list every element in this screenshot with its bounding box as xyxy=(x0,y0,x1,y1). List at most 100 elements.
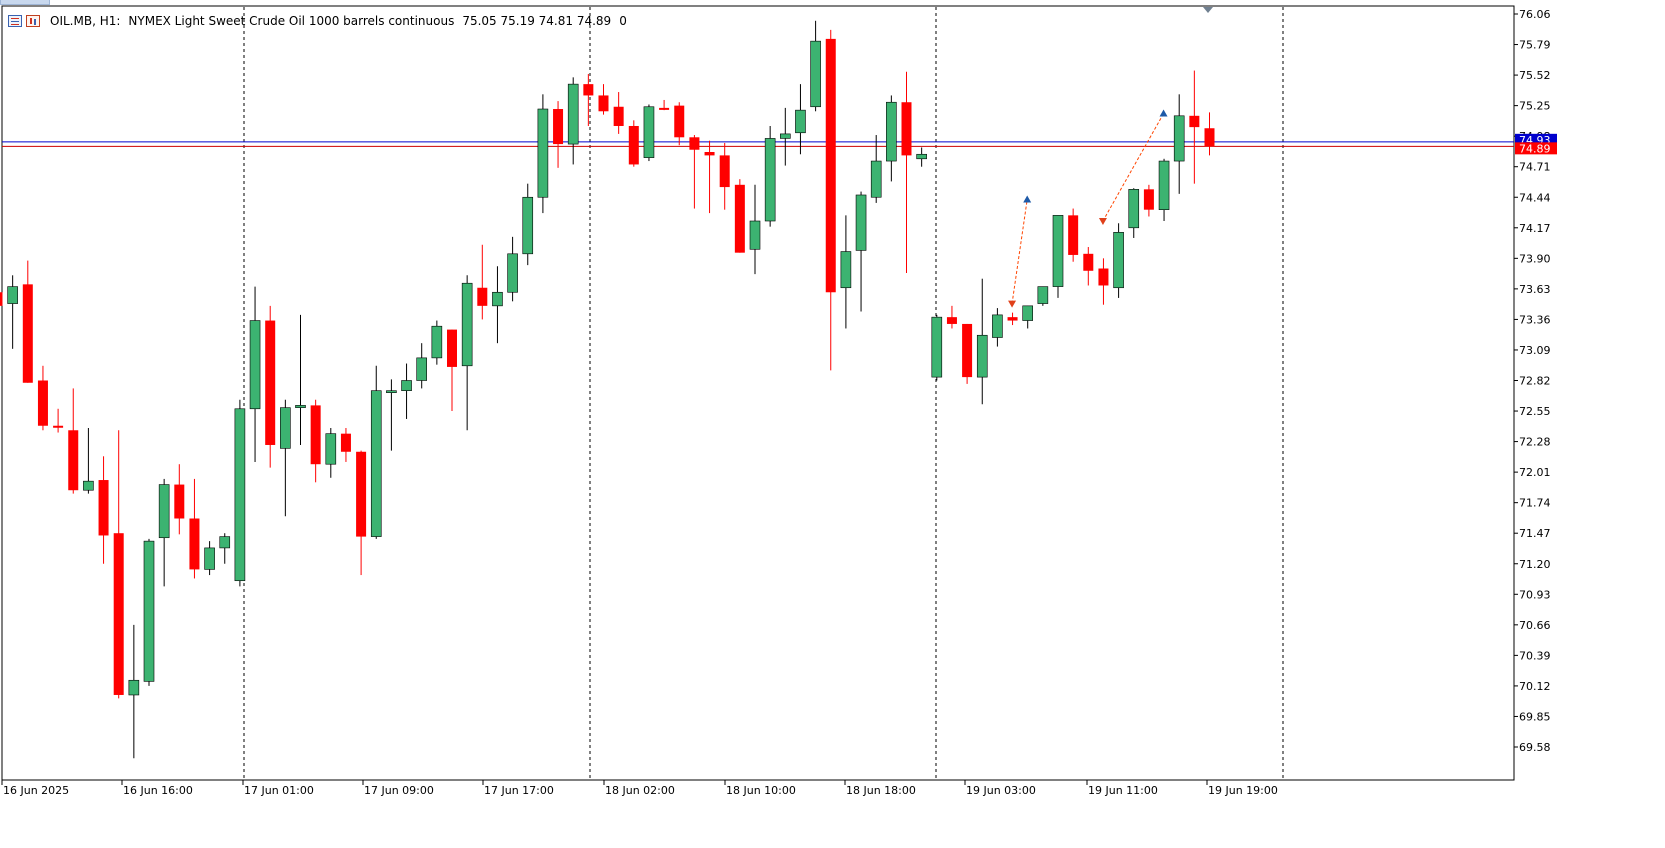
candle-body[interactable] xyxy=(734,184,745,253)
candle-body[interactable] xyxy=(553,109,564,145)
candle-body[interactable] xyxy=(447,329,457,367)
candle-body[interactable] xyxy=(128,679,140,696)
candle-body[interactable] xyxy=(356,451,367,537)
y-tick-label: 72.28 xyxy=(1519,436,1551,449)
candle-body[interactable] xyxy=(1128,189,1140,229)
candle-body[interactable] xyxy=(1022,305,1034,321)
candle-body[interactable] xyxy=(219,536,231,549)
candle-body[interactable] xyxy=(901,102,912,156)
candle-body[interactable] xyxy=(1158,160,1170,210)
candle-body[interactable] xyxy=(1068,215,1079,255)
candle-body[interactable] xyxy=(795,109,806,134)
candle-body[interactable] xyxy=(37,380,48,426)
candle-body[interactable] xyxy=(643,106,655,158)
candle-body[interactable] xyxy=(810,40,821,108)
candle-body[interactable] xyxy=(628,125,639,165)
candle-body[interactable] xyxy=(249,320,261,410)
candle-body[interactable] xyxy=(674,105,685,138)
candle-body[interactable] xyxy=(401,380,412,391)
candle-body[interactable] xyxy=(1083,253,1094,271)
trade-line xyxy=(1102,113,1164,222)
candle-body[interactable] xyxy=(265,320,276,445)
candle-body[interactable] xyxy=(0,292,3,306)
candle-body[interactable] xyxy=(416,357,428,381)
candle-body[interactable] xyxy=(174,484,185,519)
candle-body[interactable] xyxy=(583,84,594,96)
candle-body[interactable] xyxy=(916,153,927,160)
candle-body[interactable] xyxy=(83,480,94,491)
candle-body[interactable] xyxy=(870,160,882,198)
candle-body[interactable] xyxy=(340,433,351,452)
candle-body[interactable] xyxy=(764,138,776,222)
symbol-timeframe: OIL.MB, H1: xyxy=(50,14,121,28)
candle-body[interactable] xyxy=(204,547,215,570)
candle-body[interactable] xyxy=(158,484,170,539)
candle-body[interactable] xyxy=(855,194,867,251)
candle-body[interactable] xyxy=(613,106,624,126)
candle-body[interactable] xyxy=(886,101,897,162)
candle-body[interactable] xyxy=(1113,232,1124,289)
x-tick-label: 19 Jun 11:00 xyxy=(1088,784,1158,797)
candle-body[interactable] xyxy=(1052,215,1064,287)
candle-body[interactable] xyxy=(598,95,609,112)
candle-body[interactable] xyxy=(704,152,715,156)
chart-shift-marker-icon[interactable] xyxy=(1203,7,1213,13)
candle-body[interactable] xyxy=(143,540,155,682)
candle-body[interactable] xyxy=(431,325,443,359)
candle-body[interactable] xyxy=(234,408,246,582)
candle-body[interactable] xyxy=(310,405,321,465)
candle-body[interactable] xyxy=(522,196,534,255)
candle-body[interactable] xyxy=(295,405,306,408)
candle-body[interactable] xyxy=(976,334,988,378)
x-tick-label: 18 Jun 02:00 xyxy=(605,784,675,797)
candle-body[interactable] xyxy=(962,323,973,378)
candle-body[interactable] xyxy=(1189,115,1200,128)
candle-body[interactable] xyxy=(946,317,957,324)
chart-type-icon[interactable] xyxy=(26,15,40,27)
candle-body[interactable] xyxy=(992,314,1003,338)
candle-body[interactable] xyxy=(386,390,397,393)
candle-body[interactable] xyxy=(189,518,200,570)
candle-body[interactable] xyxy=(492,291,503,307)
candle-body[interactable] xyxy=(659,107,670,110)
candle-body[interactable] xyxy=(1007,317,1018,321)
candle-body[interactable] xyxy=(1037,286,1049,304)
candle-body[interactable] xyxy=(1098,268,1109,286)
volume-value: 0 xyxy=(619,14,627,28)
y-tick-label: 72.82 xyxy=(1519,375,1551,388)
candle-body[interactable] xyxy=(98,480,109,536)
candle-body[interactable] xyxy=(370,390,382,537)
candle-body[interactable] xyxy=(689,137,700,150)
sell-arrow-icon xyxy=(1008,300,1017,308)
candle-body[interactable] xyxy=(931,316,943,378)
candle-body[interactable] xyxy=(840,251,852,289)
candle-body[interactable] xyxy=(53,425,64,428)
candle-body[interactable] xyxy=(567,83,579,145)
candle-body[interactable] xyxy=(7,286,18,304)
y-tick-label: 72.55 xyxy=(1519,405,1551,418)
x-tick-label: 18 Jun 18:00 xyxy=(846,784,916,797)
one-click-trading-icon[interactable] xyxy=(8,15,22,27)
candle-body[interactable] xyxy=(461,282,473,367)
candle-body[interactable] xyxy=(325,433,337,465)
candle-body[interactable] xyxy=(22,284,33,383)
candle-body[interactable] xyxy=(280,407,291,449)
candle-body[interactable] xyxy=(113,533,124,695)
candle-body[interactable] xyxy=(1173,115,1185,162)
x-tick-label: 18 Jun 10:00 xyxy=(726,784,796,797)
candle-body[interactable] xyxy=(1204,128,1215,147)
candle-body[interactable] xyxy=(537,108,549,198)
candle-body[interactable] xyxy=(779,133,791,139)
candle-body[interactable] xyxy=(68,430,79,491)
candle-body[interactable] xyxy=(749,220,761,250)
sell-arrow-icon xyxy=(1098,218,1107,226)
chart-tab[interactable] xyxy=(0,0,50,5)
candle-body[interactable] xyxy=(477,287,488,306)
candle-body[interactable] xyxy=(1143,189,1154,210)
candle-body[interactable] xyxy=(719,155,730,188)
y-tick-label: 70.93 xyxy=(1519,588,1551,601)
candle-body[interactable] xyxy=(825,38,836,293)
candle-body[interactable] xyxy=(507,253,518,293)
